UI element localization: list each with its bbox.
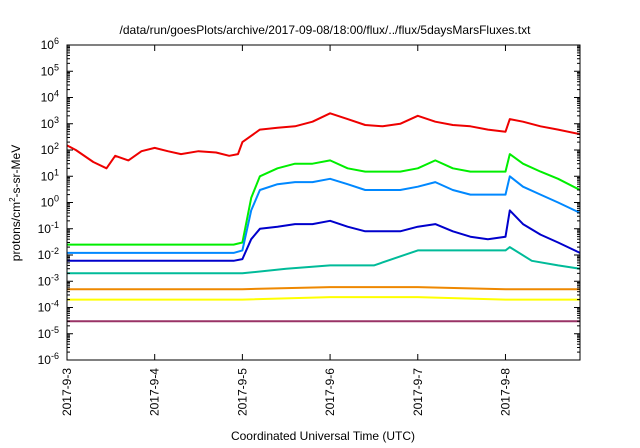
y-tick-label: 10-2	[38, 246, 59, 262]
y-axis-title: protons/cm2-s-sr-MeV	[8, 145, 23, 261]
plot-lines	[66, 112, 581, 323]
y-tick-label: 10-3	[38, 272, 59, 288]
plot-frame	[66, 44, 581, 361]
x-tick-label: 2017-9-4	[148, 368, 162, 416]
x-tick-label: 2017-9-5	[235, 368, 249, 416]
series-line-3	[67, 175, 581, 254]
y-tick-label: 105	[41, 62, 59, 78]
series-line-4	[67, 209, 581, 262]
y-axis-title-sup: 2	[8, 197, 17, 202]
x-tick-label: 2017-9-6	[323, 368, 337, 416]
series-line-2	[67, 153, 581, 246]
y-tick-label: 10-5	[38, 325, 59, 341]
y-axis: 10-6 10-5 10-4 10-3 10-2 10-1 100 101 102 103 104 1…	[38, 36, 580, 367]
y-tick-label: 102	[41, 141, 59, 157]
y-tick-label: 104	[41, 89, 59, 105]
y-tick-label: 10-4	[38, 299, 59, 315]
series-line-1	[66, 112, 581, 170]
y-tick-label: 10-6	[38, 351, 59, 367]
series-line-7	[67, 296, 580, 301]
x-tick-label: 2017-9-3	[60, 368, 74, 416]
y-tick-label: 100	[41, 194, 59, 210]
x-axis: 2017-9-3 2017-9-4 2017-9-5 2017-9-6 2017-9-7…	[60, 45, 512, 416]
x-tick-label: 2017-9-7	[411, 368, 425, 416]
x-tick-label: 2017-9-8	[498, 368, 512, 416]
y-axis-title-post: -s-sr-MeV	[9, 145, 23, 198]
y-tick-label: 10-1	[38, 220, 59, 236]
series-line-5	[67, 246, 581, 275]
x-axis-title: Coordinated Universal Time (UTC)	[231, 429, 415, 443]
y-tick-label: 101	[41, 167, 59, 183]
series-line-6	[67, 286, 580, 291]
y-axis-title-pre: protons/cm	[9, 202, 23, 261]
chart-title: /data/run/goesPlots/archive/2017-09-08/1…	[120, 23, 532, 37]
y-tick-label: 103	[41, 115, 59, 131]
y-tick-label: 106	[41, 36, 59, 52]
